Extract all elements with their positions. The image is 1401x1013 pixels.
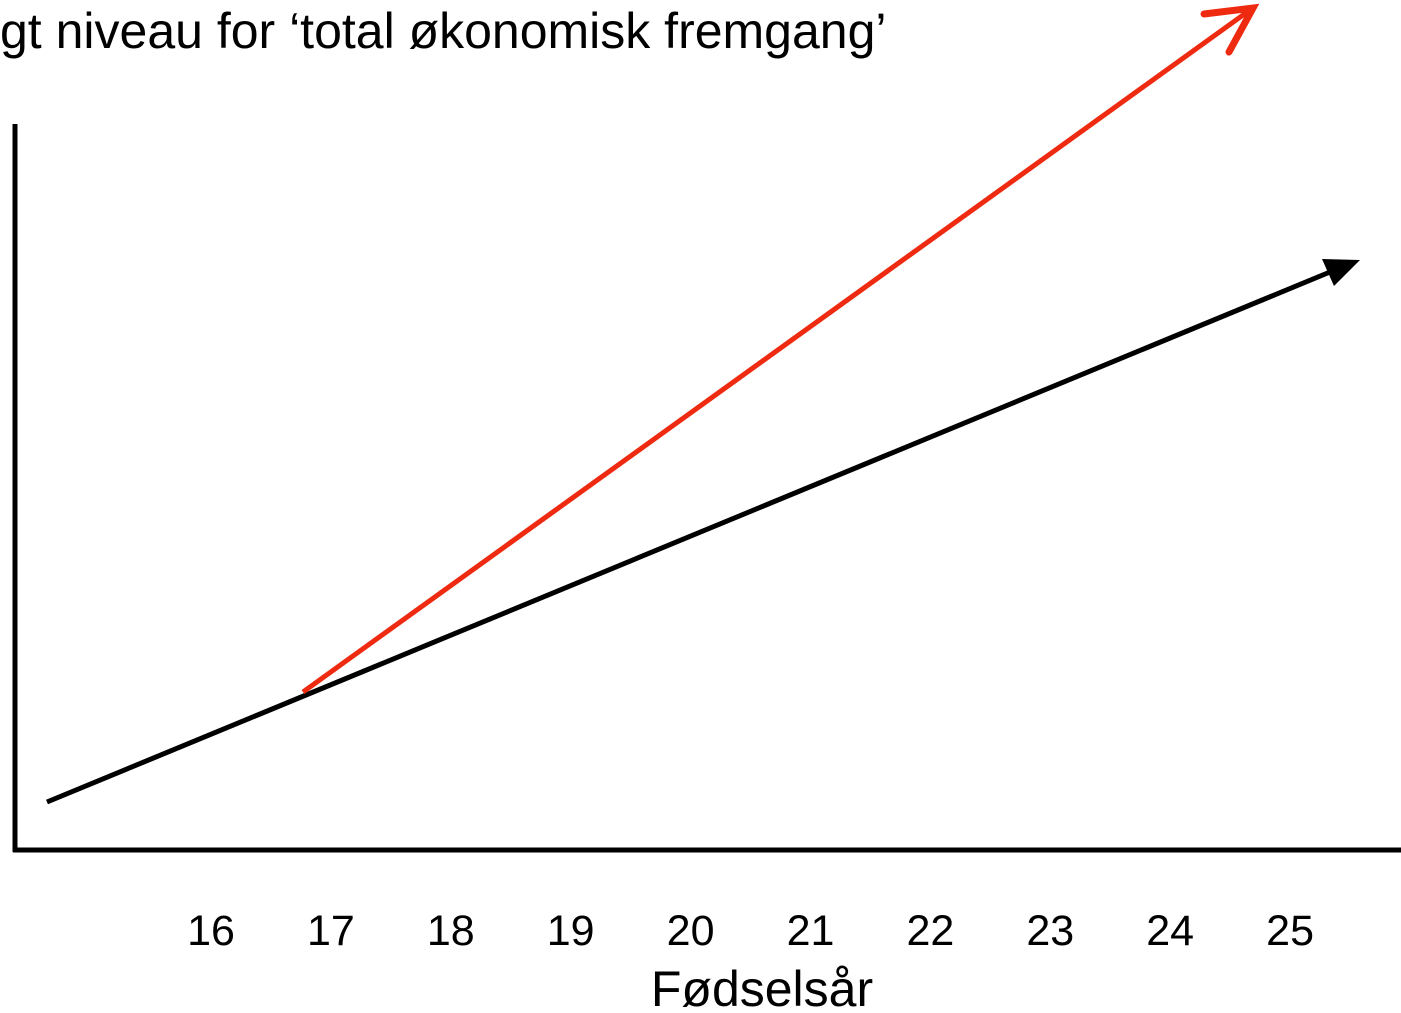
black-arrowhead — [1322, 259, 1360, 286]
x-tick-label: 24 — [1146, 907, 1194, 955]
black-arrow-line — [46, 269, 1331, 805]
x-axis-label: Fødselsår — [651, 961, 873, 1013]
x-tick-label: 16 — [187, 907, 235, 955]
x-tick-label: 17 — [307, 907, 355, 955]
title: gt niveau for ‘total økonomisk fremgang’ — [0, 3, 887, 59]
red-arrowhead — [1200, 3, 1260, 56]
x-tick-label: 20 — [667, 907, 715, 955]
x-tick-label: 25 — [1266, 907, 1314, 955]
x-tick-label: 22 — [906, 907, 954, 955]
x-tick-label: 18 — [427, 907, 475, 955]
x-tick-label: 19 — [547, 907, 595, 955]
red-arrow-line — [301, 7, 1252, 695]
x-tick-label: 21 — [787, 907, 835, 955]
x-tick-label: 23 — [1026, 907, 1074, 955]
x-ticks: 16 17 18 19 20 21 22 23 24 25 — [187, 907, 1314, 955]
